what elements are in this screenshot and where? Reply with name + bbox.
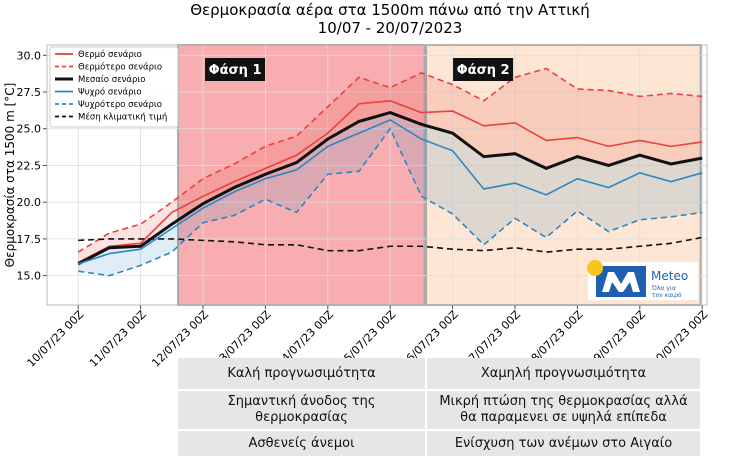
spread-band xyxy=(78,112,703,276)
table-cell: Σημαντική άνοδος της θερμοκρασίας xyxy=(178,391,425,429)
series-line xyxy=(77,100,703,264)
legend-label: Ψυχρότερο σενάριο xyxy=(78,99,162,110)
legend-label: Ψυχρό σενάριο xyxy=(78,87,142,98)
series-line xyxy=(77,119,703,265)
series-line xyxy=(78,236,703,253)
phase-label-box xyxy=(205,58,266,81)
chart-title: Θερμοκρασία αέρα στα 1500m πάνω από την … xyxy=(190,1,590,19)
plot-frame xyxy=(46,44,708,306)
x-tick-label: 11/07/23 00Z xyxy=(87,308,149,370)
legend-label: Θερμότερο σενάριο xyxy=(78,62,162,73)
logo-tagline: Όλα για xyxy=(651,285,676,292)
table-cell: Καλή προγνωσιμότητα xyxy=(178,358,425,389)
chart-subtitle: 10/07 - 20/07/2023 xyxy=(318,19,463,37)
y-tick-label: 25.0 xyxy=(17,123,42,136)
logo-m xyxy=(602,272,640,292)
y-tick-label: 27.5 xyxy=(17,86,42,99)
y-tick-label: 17.5 xyxy=(17,233,42,246)
table-cell: Χαμηλή προγνωσιμότητα xyxy=(427,358,700,389)
legend-box xyxy=(49,46,179,128)
table-cell: Ασθενείς άνεμοι xyxy=(178,431,425,456)
spread-band xyxy=(78,68,703,264)
phase-label-box xyxy=(453,58,514,81)
logo-name: Meteo xyxy=(651,269,688,283)
legend-label: Μέση κλιματική τιμή xyxy=(78,112,167,123)
y-tick-label: 15.0 xyxy=(17,270,42,283)
table-cell: Ενίσχυση των ανέμων στο Αιγαίο xyxy=(427,431,700,456)
series-line xyxy=(77,110,703,266)
y-tick-label: 30.0 xyxy=(17,49,42,62)
logo: Meteo Όλα για τον καιρό xyxy=(587,260,698,300)
series-line xyxy=(78,127,703,277)
y-tick-label: 22.5 xyxy=(17,159,42,172)
y-tick-label: 20.0 xyxy=(17,196,42,209)
legend-label: Μεσαίο σενάριο xyxy=(78,75,146,85)
phase-label: Φάση 1 xyxy=(209,63,262,78)
phase-label: Φάση 2 xyxy=(457,63,510,78)
logo-mark xyxy=(596,266,646,297)
x-tick-label: 10/07/23 00Z xyxy=(24,308,86,370)
logo-sun xyxy=(587,260,603,276)
logo-tagline: τον καιρό xyxy=(652,292,682,299)
y-axis-label: Θερμοκρασία στα 1500 m [°C] xyxy=(3,83,17,268)
phase-region xyxy=(177,44,426,306)
legend-label: Θερμό σενάριο xyxy=(78,49,142,60)
series-line xyxy=(77,67,703,253)
table-cell: Μικρή πτώση της θερμοκρασίας αλλά θα παρ… xyxy=(427,391,700,429)
